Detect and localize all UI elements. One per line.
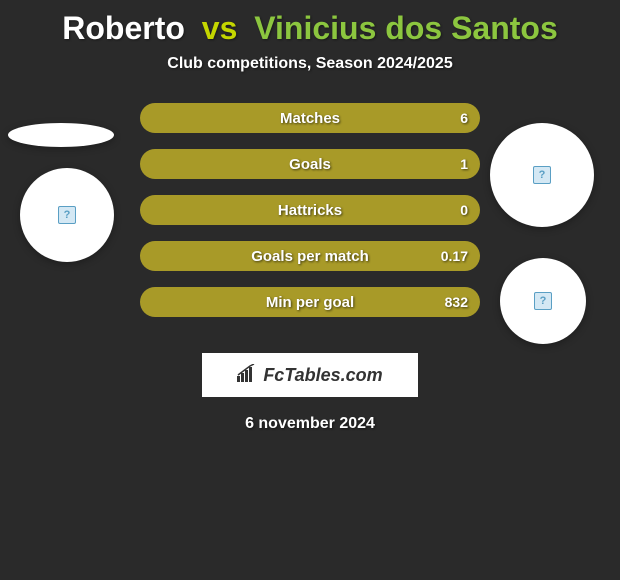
player2-club-avatar: ? <box>500 258 586 344</box>
placeholder-icon: ? <box>533 166 551 184</box>
bar-value-right: 0.17 <box>441 248 468 264</box>
bar-value-right: 0 <box>460 202 468 218</box>
bar-label: Goals <box>289 156 331 173</box>
infographic-container: Roberto vs Vinicius dos Santos Club comp… <box>0 0 620 580</box>
stat-bar-row: Min per goal 832 <box>140 287 480 317</box>
bar-value-right: 6 <box>460 110 468 126</box>
bar-label: Goals per match <box>251 248 369 265</box>
brand-text: FcTables.com <box>263 365 382 386</box>
brand-logo: FcTables.com <box>237 364 382 387</box>
player2-avatar: ? <box>490 123 594 227</box>
bar-label: Matches <box>280 110 340 127</box>
player2-name: Vinicius dos Santos <box>254 10 557 46</box>
stat-bar-row: Goals 1 <box>140 149 480 179</box>
stat-bar-row: Goals per match 0.17 <box>140 241 480 271</box>
brand-box: FcTables.com <box>202 353 418 397</box>
stat-bars: Matches 6 Goals 1 Hattricks 0 Goals per match 0… <box>140 103 480 333</box>
placeholder-icon: ? <box>58 206 76 224</box>
bar-label: Min per goal <box>266 294 354 311</box>
stat-bar-row: Hattricks 0 <box>140 195 480 225</box>
bar-label: Hattricks <box>278 202 342 219</box>
bar-value-right: 832 <box>445 294 468 310</box>
subtitle: Club competitions, Season 2024/2025 <box>0 55 620 73</box>
stat-bar-row: Matches 6 <box>140 103 480 133</box>
placeholder-icon: ? <box>534 292 552 310</box>
left-oval-shape <box>8 123 114 147</box>
title: Roberto vs Vinicius dos Santos <box>0 0 620 47</box>
main-area: ? ? ? Matches 6 Goals 1 Hattricks 0 Goals per … <box>0 103 620 343</box>
chart-icon <box>237 364 259 387</box>
bar-value-right: 1 <box>460 156 468 172</box>
date-label: 6 november 2024 <box>0 415 620 433</box>
player1-name: Roberto <box>62 10 185 46</box>
vs-label: vs <box>202 10 238 46</box>
player1-avatar: ? <box>20 168 114 262</box>
